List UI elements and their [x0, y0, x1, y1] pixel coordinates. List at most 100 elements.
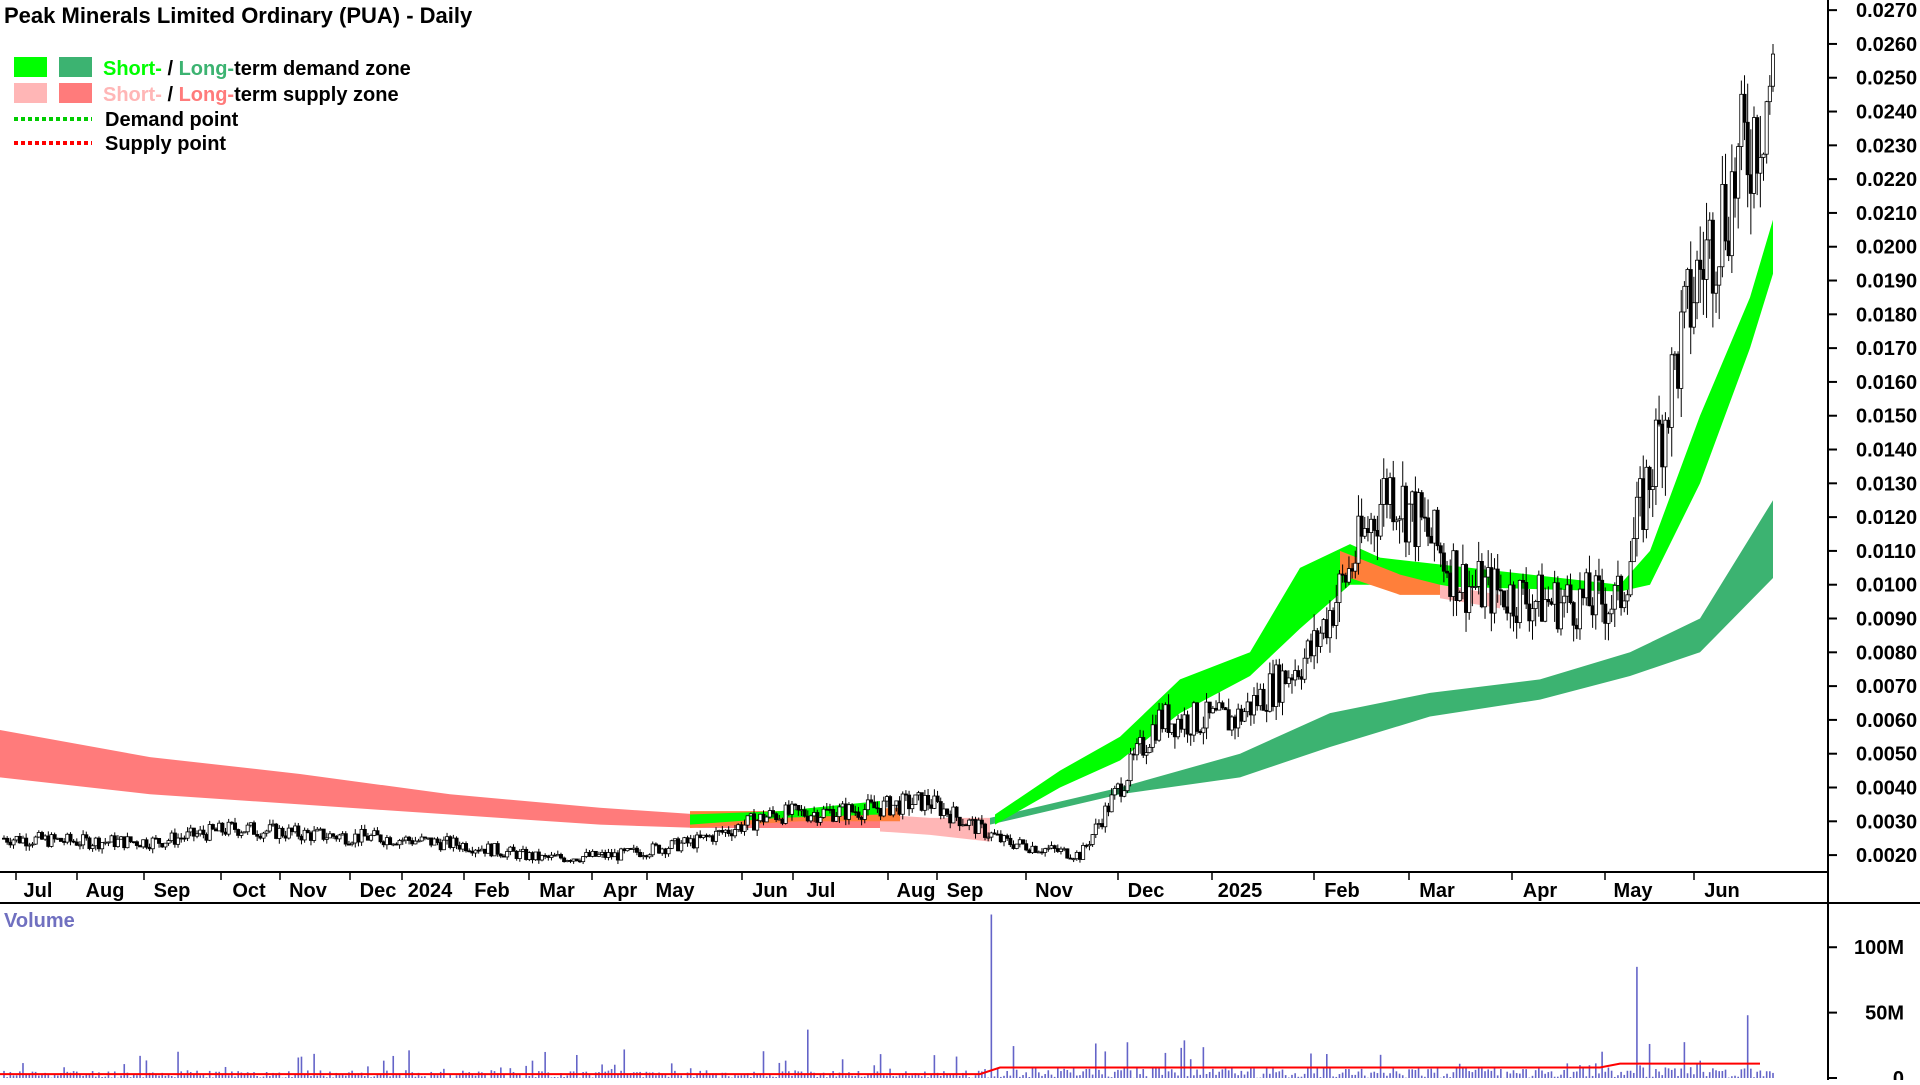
price-bar: [802, 806, 807, 818]
price-bar: [850, 803, 855, 814]
price-bar: [951, 801, 956, 824]
price-bar: [1641, 455, 1646, 543]
price-bar: [14, 835, 19, 843]
price-bar: [644, 854, 649, 860]
time-tick-label: Feb: [1324, 880, 1360, 902]
price-bar: [1739, 80, 1744, 171]
price-bar: [1625, 589, 1630, 615]
price-bar: [862, 804, 867, 824]
price-bar: [1084, 843, 1089, 849]
price-bar: [46, 831, 51, 848]
price-bar: [919, 792, 924, 812]
price-bar: [596, 851, 601, 858]
price-bar: [169, 830, 174, 843]
price-bar: [1723, 153, 1728, 251]
price-bar: [1217, 692, 1222, 711]
time-tick-label: May: [1614, 880, 1654, 902]
price-bar: [502, 853, 507, 858]
price-bar: [5, 836, 10, 845]
price-bar: [612, 848, 617, 858]
price-bar: [1024, 839, 1029, 852]
price-bar: [422, 836, 427, 841]
price-bar: [1039, 848, 1044, 855]
price-bar: [998, 830, 1003, 844]
price-bar: [1378, 479, 1383, 540]
price-bar: [454, 836, 459, 850]
price-bar: [1600, 568, 1605, 623]
price-bar: [1672, 351, 1677, 371]
price-tick-label: 0.0080: [1856, 642, 1917, 664]
legend-demand-zone: Short- / Long-term demand zone: [103, 58, 411, 80]
price-bar: [112, 832, 117, 851]
price-bar: [147, 843, 152, 851]
price-bar: [1147, 743, 1152, 754]
price-bar: [1128, 747, 1133, 787]
price-bar: [1660, 414, 1665, 489]
price-bar: [413, 836, 418, 845]
price-bar: [691, 835, 696, 850]
price-bar: [1248, 701, 1253, 726]
volume-tick-label: 50M: [1865, 1003, 1904, 1025]
price-bar: [1479, 553, 1484, 609]
price-bar: [258, 833, 263, 840]
price-bar: [1549, 597, 1554, 606]
legend-demand-short: Short-: [103, 58, 162, 80]
price-bar: [723, 829, 728, 837]
price-bar: [900, 791, 905, 820]
price-bar: [1663, 412, 1668, 496]
price-bar: [992, 829, 997, 835]
price-bar: [1119, 777, 1124, 803]
price-bar: [195, 830, 200, 839]
price-bar: [1027, 848, 1032, 854]
price-bar: [1331, 607, 1336, 628]
price-bar: [1353, 550, 1358, 579]
price-bar: [666, 846, 671, 857]
price-bar: [1191, 700, 1196, 743]
price-bar: [767, 807, 772, 819]
price-bar: [210, 823, 215, 831]
price-bar: [372, 827, 377, 837]
price-bar: [1261, 683, 1266, 711]
price-bar: [1717, 266, 1722, 320]
price-bar: [1068, 854, 1073, 860]
price-bar: [460, 841, 465, 853]
price-bar: [30, 842, 35, 848]
price-bar: [476, 846, 481, 854]
legend: Short- / Long-term demand zone Short- / …: [14, 57, 411, 155]
price-bar: [1476, 541, 1481, 595]
price-bar: [704, 833, 709, 842]
price-bar: [650, 841, 655, 858]
price-bar: [1400, 461, 1405, 533]
price-bar: [381, 840, 386, 848]
price-bar: [445, 832, 450, 845]
legend-demand-sep: /: [162, 58, 179, 80]
price-bar: [514, 849, 519, 861]
price-bar: [1242, 707, 1247, 723]
time-tick-label: Jul: [24, 880, 53, 902]
price-bar: [726, 826, 731, 837]
price-bar: [1144, 744, 1149, 765]
price-bar: [1014, 843, 1019, 850]
price-bar: [903, 790, 908, 802]
price-bar: [1596, 558, 1601, 595]
price-bar: [223, 827, 228, 836]
price-bar: [1679, 290, 1684, 418]
price-bar: [1296, 665, 1301, 680]
price-bar: [122, 836, 127, 851]
price-bar: [995, 830, 1000, 836]
price-bar: [653, 842, 658, 847]
price-bar: [1245, 692, 1250, 718]
price-bar: [489, 843, 494, 858]
price-bar: [451, 834, 456, 852]
price-bar: [533, 851, 538, 861]
price-bar: [293, 822, 298, 834]
price-bar: [172, 828, 177, 848]
price-bar: [176, 833, 181, 848]
price-bar: [353, 829, 358, 848]
price-bar: [1657, 395, 1662, 427]
volume-average-line: [0, 1062, 1760, 1076]
price-bar: [191, 827, 196, 842]
price-axis: 0.0270 0.0260 0.0250 0.0240 0.0230 0.0220 0.02…: [1828, 0, 1917, 867]
price-bar: [1603, 587, 1608, 640]
